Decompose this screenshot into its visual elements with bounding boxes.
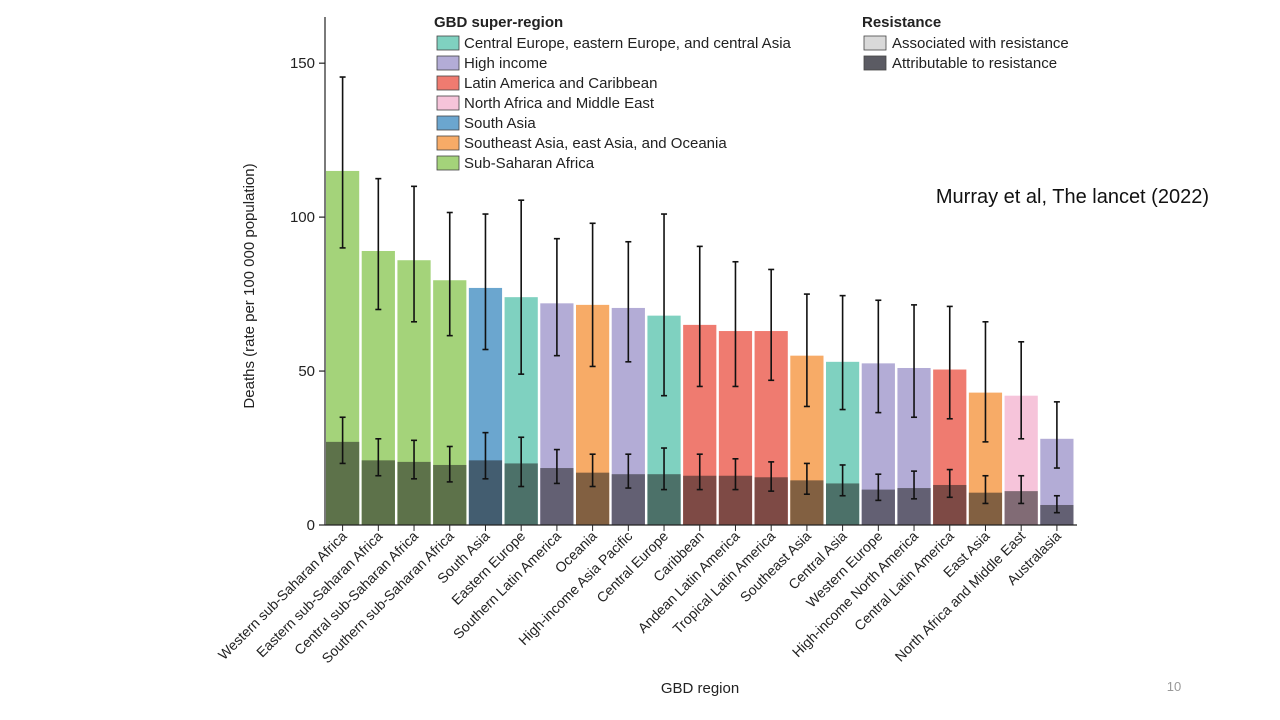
legend-swatch-ssa [436,155,460,171]
legend-swatch-seao [436,135,460,151]
legend-super-region: GBD super-region Central Europe, eastern… [434,14,792,172]
legend-label-ceca: Central Europe, eastern Europe, and cent… [464,35,792,52]
legend-label-resistance-0: Associated with resistance [892,35,1069,52]
y-tick-label-50: 50 [298,363,315,380]
legend-swatch-lac [436,75,460,91]
legend-label-sa: South Asia [464,115,536,132]
legend-swatch-nafme [436,95,460,111]
legend-label-nafme: North Africa and Middle East [464,95,655,112]
y-axis-title: Deaths (rate per 100 000 population) [241,163,258,408]
legend-swatch-sa [436,115,460,131]
legend-label-lac: Latin America and Caribbean [464,75,657,92]
legend-label-hi: High income [464,55,547,72]
citation-text: Murray et al, The lancet (2022) [936,186,1209,208]
legend-label-seao: Southeast Asia, east Asia, and Oceania [464,135,727,152]
legend-swatch-resistance-0 [863,35,887,51]
chart-plot-area: 0 50 100 150 Western sub-Saharan AfricaEast… [215,17,1077,666]
error-bars [339,76,1060,514]
y-tick-label-100: 100 [290,209,315,226]
legend-resistance: Resistance Associated with resistance Att… [862,14,1069,72]
legend-label-ssa: Sub-Saharan Africa [464,155,595,172]
y-tick-label-0: 0 [307,517,315,534]
legend-resistance-title: Resistance [862,14,941,31]
bar-attributable-australasia [1040,504,1074,525]
y-axis: 0 50 100 150 [290,17,326,534]
legend-label-resistance-1: Attributable to resistance [892,55,1057,72]
legend-swatch-ceca [436,35,460,51]
y-tick-label-150: 150 [290,55,315,72]
legend-super-region-title: GBD super-region [434,14,563,31]
x-axis-title: GBD region [661,680,739,697]
page-number: 10 [1167,679,1181,694]
legend-swatch-resistance-1 [863,55,887,71]
legend-swatch-hi [436,55,460,71]
